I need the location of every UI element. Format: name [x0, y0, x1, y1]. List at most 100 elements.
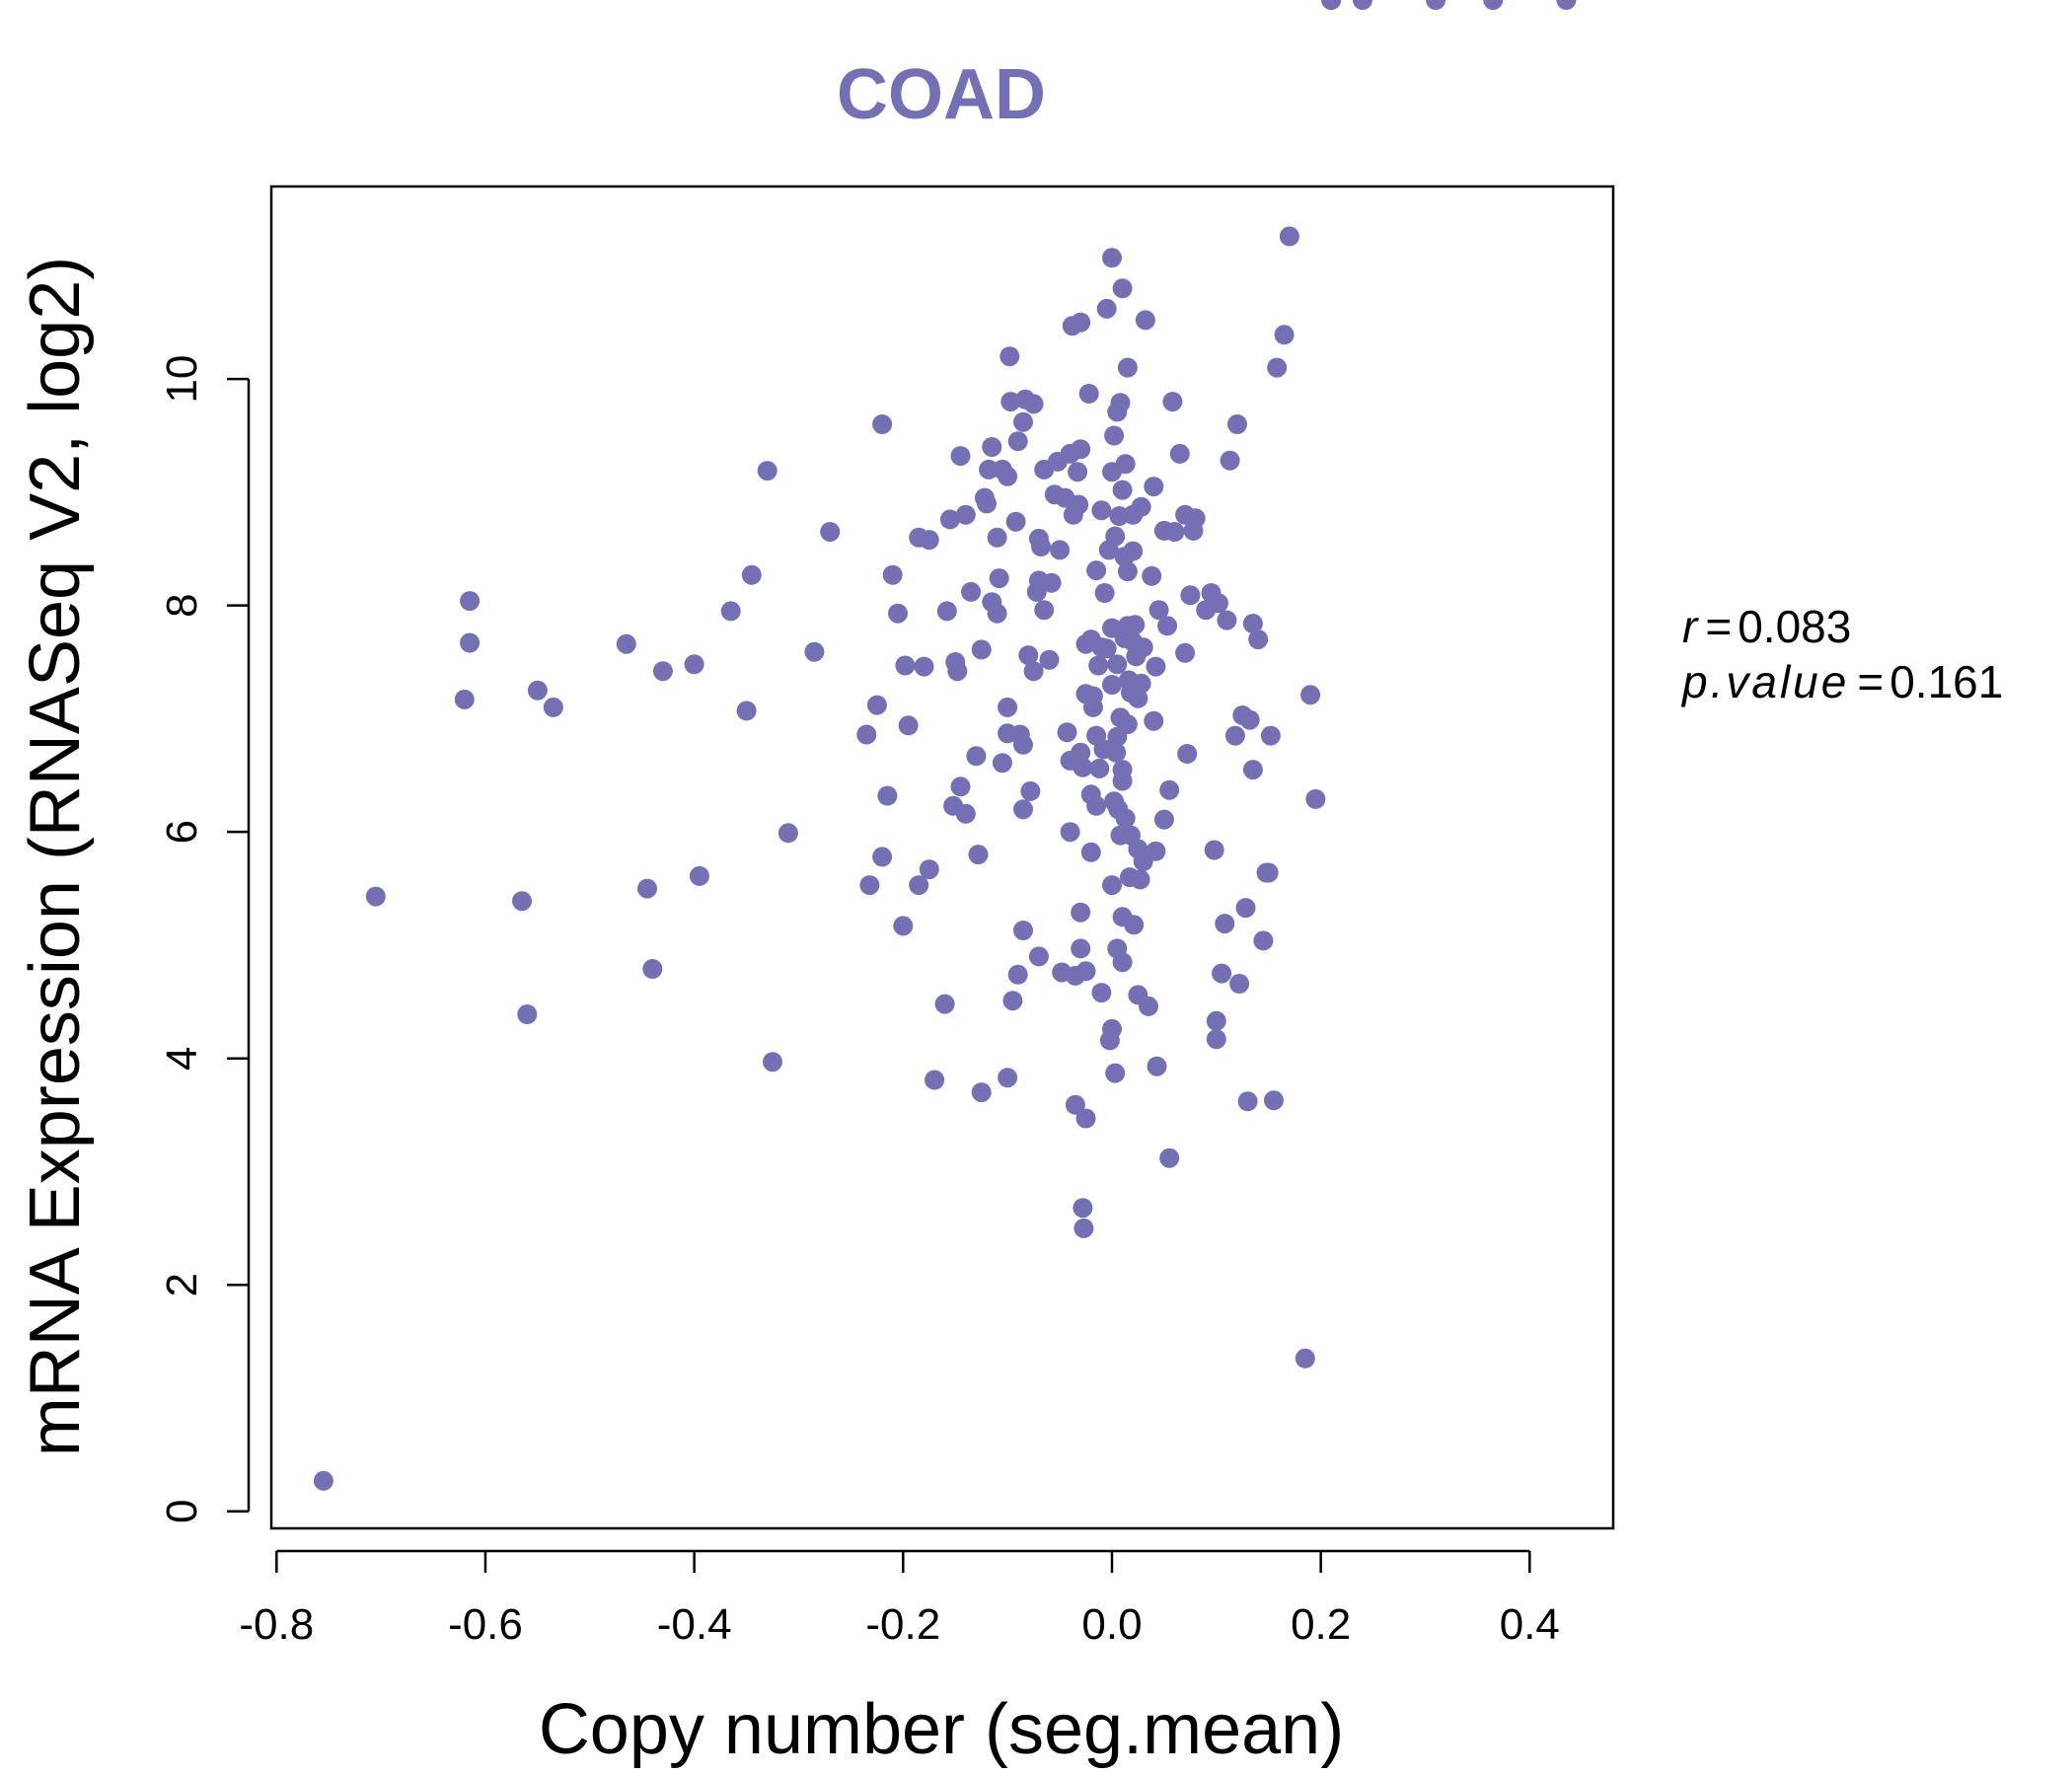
data-point	[1227, 414, 1247, 434]
data-point	[971, 1082, 992, 1103]
data-point	[999, 346, 1020, 367]
data-point	[1071, 902, 1091, 923]
y-tick-label: 4	[158, 1046, 206, 1070]
data-point	[998, 697, 1018, 717]
data-point	[1208, 593, 1228, 614]
data-point	[736, 701, 757, 721]
data-point	[1142, 565, 1162, 586]
data-point	[804, 641, 825, 662]
data-point	[989, 568, 1009, 589]
y-tick-label: 6	[158, 820, 206, 844]
data-point	[893, 916, 914, 936]
data-point	[882, 564, 903, 585]
data-point	[1279, 226, 1299, 247]
data-point	[1068, 462, 1088, 482]
x-tick-label: -0.6	[448, 1600, 523, 1649]
data-point	[1248, 629, 1269, 650]
data-point	[1107, 654, 1128, 675]
data-point	[1117, 357, 1138, 378]
data-point	[1242, 614, 1263, 633]
data-point	[1105, 526, 1126, 547]
data-point	[460, 591, 481, 612]
data-point	[543, 697, 563, 717]
data-point	[757, 461, 777, 481]
data-point	[1295, 1348, 1315, 1369]
data-point	[1000, 392, 1021, 412]
x-axis: -0.8 -0.6 -0.4 -0.2 0.0 0.2 0.4	[239, 1549, 1560, 1649]
data-point	[1237, 1091, 1258, 1112]
data-points	[313, 0, 1577, 1491]
data-point	[527, 680, 548, 701]
data-point	[637, 878, 657, 899]
data-point	[1102, 875, 1122, 896]
data-point	[1075, 1108, 1096, 1129]
data-point	[1018, 645, 1039, 666]
data-point	[1115, 808, 1136, 829]
data-point	[1131, 496, 1151, 517]
data-point	[1130, 869, 1150, 890]
data-point	[1204, 840, 1224, 860]
x-tick-label: 0.0	[1081, 1600, 1142, 1649]
data-point	[1147, 1056, 1167, 1076]
data-point	[1175, 642, 1196, 663]
data-point	[1091, 500, 1112, 521]
data-point	[1305, 788, 1326, 809]
r-label: r	[1682, 601, 1699, 652]
data-point	[1106, 742, 1127, 763]
data-point	[1148, 600, 1169, 621]
data-point	[1177, 744, 1198, 764]
data-point	[1031, 537, 1051, 556]
data-point	[1096, 638, 1117, 659]
data-point	[1039, 649, 1060, 670]
data-point	[1267, 357, 1288, 378]
data-point	[1260, 725, 1281, 746]
data-point	[998, 1068, 1018, 1088]
data-point	[1060, 822, 1080, 843]
data-point	[1135, 310, 1155, 331]
data-point	[1110, 393, 1131, 413]
data-point	[1050, 540, 1071, 560]
data-point	[1112, 771, 1133, 791]
data-point	[919, 859, 939, 880]
data-point	[971, 639, 992, 660]
data-point	[1159, 1147, 1180, 1168]
data-point	[1075, 961, 1096, 982]
data-point	[1146, 841, 1166, 861]
y-tick-label: 2	[158, 1273, 206, 1296]
data-point	[919, 530, 939, 551]
data-point	[1117, 714, 1138, 735]
data-point	[1206, 1010, 1226, 1031]
data-point	[1069, 494, 1089, 515]
data-point	[888, 603, 908, 624]
data-point	[898, 715, 919, 736]
y-axis: 0 2 4 6 8 10	[158, 355, 251, 1523]
data-point	[1117, 561, 1138, 582]
data-point	[1112, 278, 1133, 299]
data-point	[968, 845, 989, 865]
data-point	[859, 875, 880, 896]
data-point	[1078, 384, 1099, 404]
data-point	[966, 746, 987, 767]
data-point	[1094, 583, 1115, 603]
data-point	[1239, 709, 1260, 730]
data-point	[1082, 686, 1103, 706]
data-point	[1125, 615, 1146, 635]
data-point	[1013, 411, 1033, 432]
data-point	[1112, 480, 1133, 500]
data-point	[1073, 1198, 1093, 1219]
data-point	[1185, 508, 1206, 529]
data-point	[1300, 685, 1321, 705]
data-point	[1426, 0, 1446, 10]
data-point	[1005, 511, 1026, 532]
data-point	[856, 724, 877, 745]
data-point	[895, 655, 916, 676]
x-axis-label: Copy number (seg.mean)	[539, 1690, 1344, 1769]
data-point	[909, 875, 929, 896]
data-point	[1102, 248, 1122, 268]
p-label: p.value	[1680, 656, 1849, 707]
data-point	[1086, 560, 1107, 581]
y-tick-label: 0	[158, 1500, 206, 1523]
data-point	[1242, 760, 1263, 780]
x-tick-label: -0.4	[657, 1600, 732, 1649]
